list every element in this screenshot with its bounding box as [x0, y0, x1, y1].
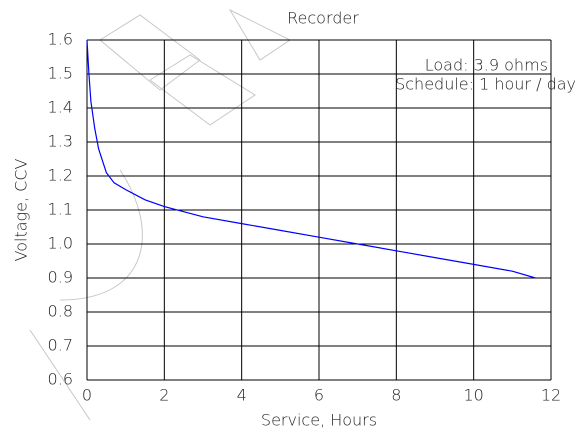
x-tick-label: 2	[159, 386, 169, 405]
x-tick-label: 4	[237, 386, 247, 405]
watermark	[29, 8, 291, 421]
y-tick-label: 1.4	[48, 98, 73, 117]
x-tick-label: 10	[463, 386, 483, 405]
y-tick-label: 0.8	[48, 302, 73, 321]
x-tick-label: 0	[82, 386, 92, 405]
y-tick-label: 1.2	[48, 166, 73, 185]
x-tick-label: 6	[314, 386, 324, 405]
y-tick-label: 1.3	[48, 132, 73, 151]
y-tick-label: 0.9	[48, 268, 73, 287]
chart-title: Recorder	[287, 9, 359, 28]
y-tick-label: 0.7	[48, 336, 73, 355]
y-tick-label: 1.0	[48, 234, 73, 253]
y-tick-label: 1.6	[48, 30, 73, 49]
data-line	[86, 39, 536, 279]
annotation: Schedule: 1 hour / day	[395, 75, 576, 94]
y-tick-label: 0.6	[48, 370, 73, 389]
y-tick-label: 1.5	[48, 64, 73, 83]
x-tick-label: 8	[391, 386, 401, 405]
annotation: Load: 3.9 ohms	[425, 56, 548, 75]
x-axis-label: Service, Hours	[261, 411, 377, 430]
y-axis-label: Voltage, CCV	[12, 158, 31, 261]
y-tick-label: 1.1	[48, 200, 73, 219]
x-tick-label: 12	[541, 386, 561, 405]
